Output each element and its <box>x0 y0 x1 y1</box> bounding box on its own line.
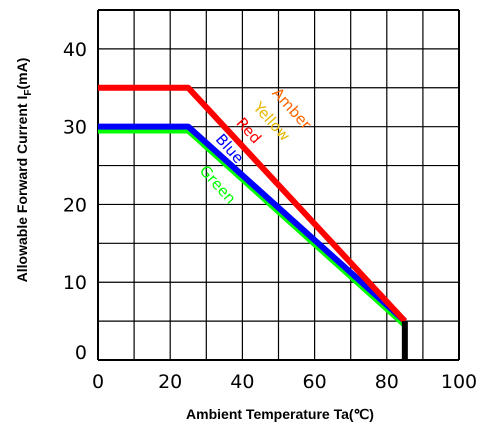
series-line-blue <box>98 123 407 324</box>
y-tick-label: 0 <box>75 342 87 364</box>
x-axis-title: Ambient Temperature Ta(℃) <box>186 406 374 422</box>
x-tick-label: 80 <box>375 371 399 393</box>
y-axis-title-unit: (mA) <box>14 58 30 90</box>
y-axis-title-main: Allowable Forward Current I <box>14 96 30 283</box>
y-axis-title-sub: F <box>23 90 34 96</box>
series-line-red <box>98 84 408 324</box>
y-tick-label: 40 <box>63 39 87 61</box>
x-tick-label: 60 <box>303 371 327 393</box>
y-tick-label: 10 <box>63 272 87 294</box>
y-axis-title: Allowable Forward Current IF(mA) <box>14 58 34 283</box>
y-tick-label: 30 <box>63 117 87 139</box>
y-tick-label: 20 <box>63 194 87 216</box>
x-tick-label: 40 <box>230 371 254 393</box>
x-tick-label: 100 <box>441 371 477 393</box>
tick-labels: 0 20 40 60 80 100 0 10 20 30 40 <box>63 39 477 393</box>
x-tick-label: 0 <box>92 371 104 393</box>
series-group <box>98 84 408 360</box>
x-tick-label: 20 <box>158 371 182 393</box>
